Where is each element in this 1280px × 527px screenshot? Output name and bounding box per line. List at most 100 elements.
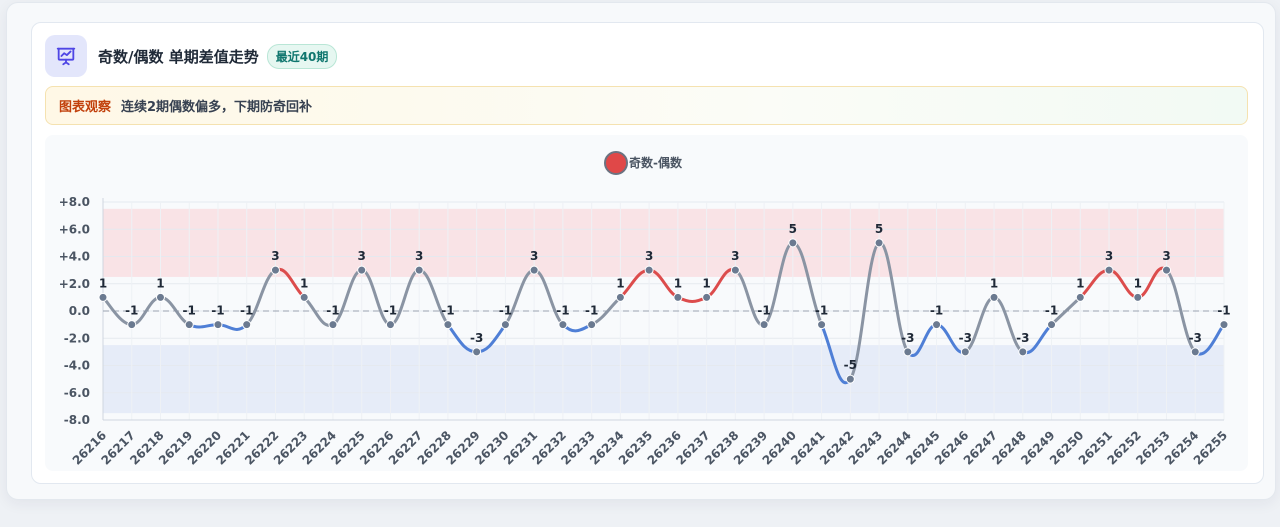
data-point [1162, 265, 1172, 275]
y-tick-label: -6.0 [64, 386, 90, 400]
data-label: -1 [326, 304, 339, 318]
data-point [874, 238, 884, 248]
data-point [529, 265, 539, 275]
data-point [702, 292, 712, 302]
data-point [788, 238, 798, 248]
y-tick-label: +6.0 [59, 222, 90, 236]
data-point [155, 292, 165, 302]
chart-panel: +8.0 +6.0 +4.0 +2.0 0.0 -2.0 -4.0 -6.0 -8.0 26216… [45, 135, 1248, 471]
data-label: 3 [1105, 249, 1113, 263]
positive-band [103, 208, 1224, 277]
data-label: -1 [183, 304, 196, 318]
chart-title: 奇数/偶数 单期差值走势 [98, 47, 259, 66]
data-point [414, 265, 424, 275]
data-point [759, 320, 769, 330]
y-tick-label: -4.0 [64, 359, 90, 373]
data-label: 3 [530, 249, 538, 263]
data-label: -3 [470, 331, 483, 345]
data-point [903, 347, 913, 357]
data-label: 3 [358, 249, 366, 263]
data-label: -1 [930, 304, 943, 318]
data-label: 1 [300, 276, 308, 290]
data-label: -1 [441, 304, 454, 318]
data-point [1219, 320, 1229, 330]
data-label: -1 [240, 304, 253, 318]
series-line-segment [820, 323, 852, 384]
data-point [1133, 292, 1143, 302]
data-label: 5 [789, 222, 797, 236]
data-point [357, 265, 367, 275]
data-point [1075, 292, 1085, 302]
data-label: 1 [990, 276, 998, 290]
data-label: 1 [99, 276, 107, 290]
insight-text: 连续2期偶数偏多，下期防奇回补 [121, 100, 313, 115]
data-point [500, 320, 510, 330]
data-point [242, 320, 252, 330]
data-point [817, 320, 827, 330]
data-label: 3 [731, 249, 739, 263]
data-label: -3 [1016, 331, 1029, 345]
data-label: 3 [1162, 249, 1170, 263]
insight-banner: 图表观察 连续2期偶数偏多，下期防奇回补 [45, 86, 1248, 125]
presentation-chart-icon [45, 35, 87, 77]
y-tick-label: +4.0 [59, 250, 90, 264]
data-point [1104, 265, 1114, 275]
data-point [1018, 347, 1028, 357]
data-point [989, 292, 999, 302]
series-line-segment [1165, 268, 1197, 354]
y-tick-label: +2.0 [59, 277, 90, 291]
data-label: 3 [415, 249, 423, 263]
data-point [299, 292, 309, 302]
data-point [644, 265, 654, 275]
data-label: 1 [702, 276, 710, 290]
card-header: 奇数/偶数 单期差值走势 最近40期 [45, 35, 338, 77]
data-label: -1 [1045, 304, 1058, 318]
data-point [184, 320, 194, 330]
data-label: -1 [211, 304, 224, 318]
data-label: 3 [645, 249, 653, 263]
legend-label: 奇数-偶数 [629, 155, 683, 170]
data-label: 1 [1076, 276, 1084, 290]
data-label: 1 [1134, 276, 1142, 290]
data-label: -1 [585, 304, 598, 318]
series-line-segment [848, 241, 881, 381]
data-label: 3 [271, 249, 279, 263]
data-point [558, 320, 568, 330]
data-point [127, 320, 137, 330]
period-badge: 最近40期 [266, 43, 338, 69]
data-label: -1 [757, 304, 770, 318]
negative-band [103, 345, 1224, 414]
data-label: 1 [156, 276, 164, 290]
data-point [328, 320, 338, 330]
odd-even-diff-chart: +8.0+6.0+4.0+2.00.0-2.0-4.0-6.0-8.026216… [59, 151, 1231, 468]
data-point [1190, 347, 1200, 357]
data-label: 5 [875, 222, 883, 236]
chart-card: 奇数/偶数 单期差值走势 最近40期 图表观察 连续2期偶数偏多，下期防奇回补 … [31, 22, 1264, 484]
data-point [472, 347, 482, 357]
insight-label: 图表观察 [59, 100, 112, 115]
data-point [1047, 320, 1057, 330]
data-label: -5 [844, 358, 857, 372]
data-label: -3 [901, 331, 914, 345]
data-label: -1 [815, 304, 828, 318]
legend-marker [604, 151, 628, 175]
y-tick-label: 0.0 [69, 304, 90, 318]
data-label: 1 [674, 276, 682, 290]
y-tick-label: -8.0 [64, 413, 90, 427]
data-point [385, 320, 395, 330]
data-label: -1 [384, 304, 397, 318]
data-point [270, 265, 280, 275]
data-point [615, 292, 625, 302]
data-label: -3 [1189, 331, 1202, 345]
data-label: -1 [1217, 304, 1230, 318]
data-label: -1 [125, 304, 138, 318]
data-label: 1 [616, 276, 624, 290]
data-point [98, 292, 108, 302]
data-point [960, 347, 970, 357]
data-point [730, 265, 740, 275]
data-point [845, 374, 855, 384]
page-container: 奇数/偶数 单期差值走势 最近40期 图表观察 连续2期偶数偏多，下期防奇回补 … [6, 2, 1276, 500]
data-point [587, 320, 597, 330]
data-label: -3 [959, 331, 972, 345]
data-label: -1 [499, 304, 512, 318]
